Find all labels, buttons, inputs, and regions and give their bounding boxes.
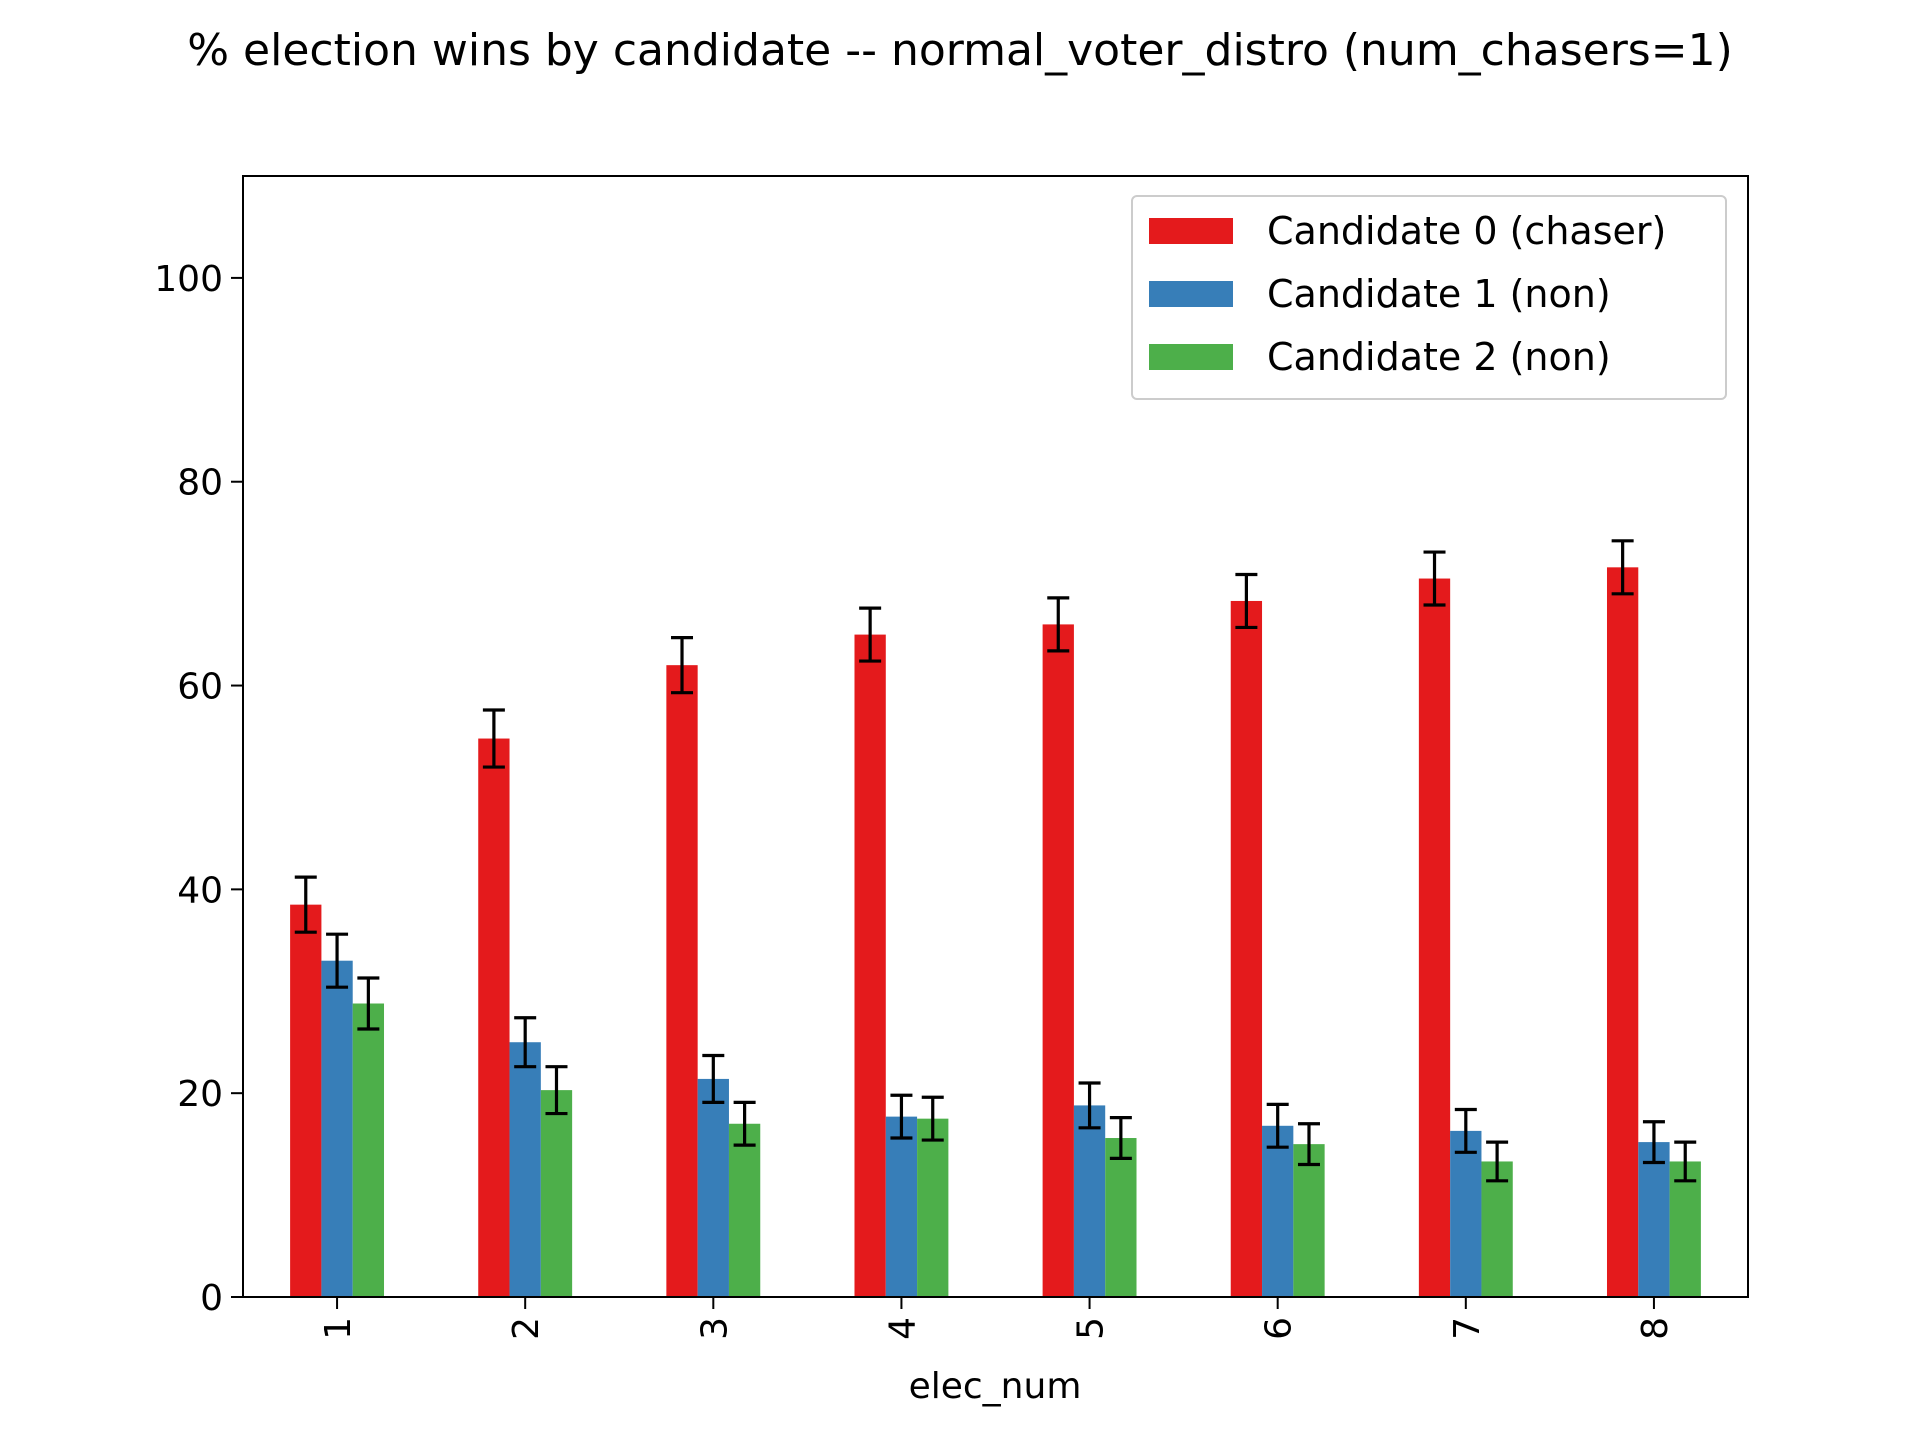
- x-axis-label: elec_num: [909, 1366, 1082, 1407]
- bar-series2-6: [1293, 1144, 1325, 1297]
- x-tick-label-3: 3: [694, 1317, 735, 1340]
- bar-series1-4: [885, 1116, 918, 1297]
- bar-series0-4: [854, 634, 886, 1297]
- bar-series2-1: [352, 1003, 385, 1297]
- x-tick-label-8: 8: [1635, 1317, 1676, 1340]
- bar-series0-5: [1042, 624, 1074, 1297]
- y-tick-label-0: 0: [200, 1278, 223, 1319]
- error-bar-series1-7: [1454, 1107, 1477, 1154]
- bar-series2-8: [1669, 1161, 1701, 1297]
- bar-series2-2: [540, 1090, 573, 1297]
- y-tick-label-80: 80: [177, 463, 223, 504]
- x-tick-label-6: 6: [1259, 1317, 1300, 1340]
- x-tick-label-4: 4: [882, 1317, 923, 1340]
- bar-series1-3: [697, 1078, 729, 1297]
- legend-frame: [1131, 195, 1727, 400]
- error-bar-series2-6: [1297, 1122, 1320, 1167]
- error-bar-series1-2: [514, 1016, 537, 1069]
- legend-label-0: Candidate 0 (chaser): [1267, 209, 1666, 253]
- error-bar-series0-6: [1235, 572, 1258, 630]
- bar-series2-4: [917, 1118, 949, 1297]
- y-tick-label-60: 60: [177, 667, 223, 708]
- error-bar-series2-2: [545, 1065, 568, 1116]
- error-bar-series1-5: [1078, 1081, 1101, 1130]
- chart-title: % election wins by candidate -- normal_v…: [187, 25, 1733, 76]
- error-bar-series2-4: [921, 1095, 944, 1142]
- bar-series2-5: [1105, 1138, 1137, 1297]
- error-bar-series1-4: [890, 1093, 913, 1140]
- legend-swatch-0: [1149, 218, 1233, 244]
- x-tick-label-2: 2: [506, 1317, 547, 1340]
- y-tick-label-40: 40: [177, 870, 223, 911]
- error-bar-series0-4: [859, 606, 882, 663]
- error-bar-series2-5: [1109, 1116, 1132, 1161]
- bar-series1-1: [321, 960, 353, 1297]
- error-bar-series1-3: [702, 1053, 725, 1104]
- plot-frame: [242, 175, 1749, 1298]
- y-tick-label-100: 100: [154, 259, 223, 300]
- bar-series0-7: [1418, 578, 1451, 1297]
- legend-label-1: Candidate 1 (non): [1267, 272, 1611, 316]
- bar-series0-2: [478, 738, 510, 1297]
- legend: Candidate 0 (chaser) Candidate 1 (non) Can…: [1131, 195, 1727, 400]
- error-bar-series0-3: [671, 636, 694, 695]
- error-bar-series0-2: [482, 708, 505, 769]
- x-tick-label-1: 1: [318, 1317, 359, 1340]
- bar-series1-6: [1262, 1125, 1294, 1297]
- error-bar-series0-1: [294, 875, 317, 934]
- error-bar-series0-8: [1611, 539, 1634, 596]
- error-bar-series0-7: [1423, 550, 1446, 607]
- legend-swatch-1: [1149, 281, 1233, 307]
- error-bar-series0-5: [1047, 596, 1070, 653]
- error-bar-series2-3: [733, 1100, 756, 1147]
- y-tick-label-20: 20: [177, 1074, 223, 1115]
- error-bar-series2-8: [1674, 1140, 1697, 1183]
- error-bar-series2-7: [1486, 1140, 1509, 1183]
- error-bar-series1-6: [1266, 1102, 1289, 1149]
- bar-series1-2: [509, 1042, 541, 1297]
- error-bar-series1-1: [326, 932, 349, 989]
- error-bar-series2-1: [357, 976, 380, 1031]
- bar-series0-8: [1606, 567, 1639, 1297]
- bar-series0-6: [1230, 600, 1263, 1297]
- bar-series2-3: [728, 1123, 761, 1297]
- bar-series0-1: [290, 904, 322, 1297]
- legend-swatch-2: [1149, 344, 1233, 370]
- legend-label-2: Candidate 2 (non): [1267, 335, 1611, 379]
- bar-series2-7: [1481, 1161, 1513, 1297]
- error-bar-series1-8: [1642, 1120, 1665, 1165]
- x-tick-label-5: 5: [1071, 1317, 1112, 1340]
- bar-series1-7: [1450, 1130, 1482, 1297]
- bar-series0-3: [666, 665, 698, 1297]
- bar-series1-8: [1638, 1142, 1670, 1297]
- x-tick-label-7: 7: [1447, 1317, 1488, 1340]
- bar-series1-5: [1073, 1105, 1106, 1297]
